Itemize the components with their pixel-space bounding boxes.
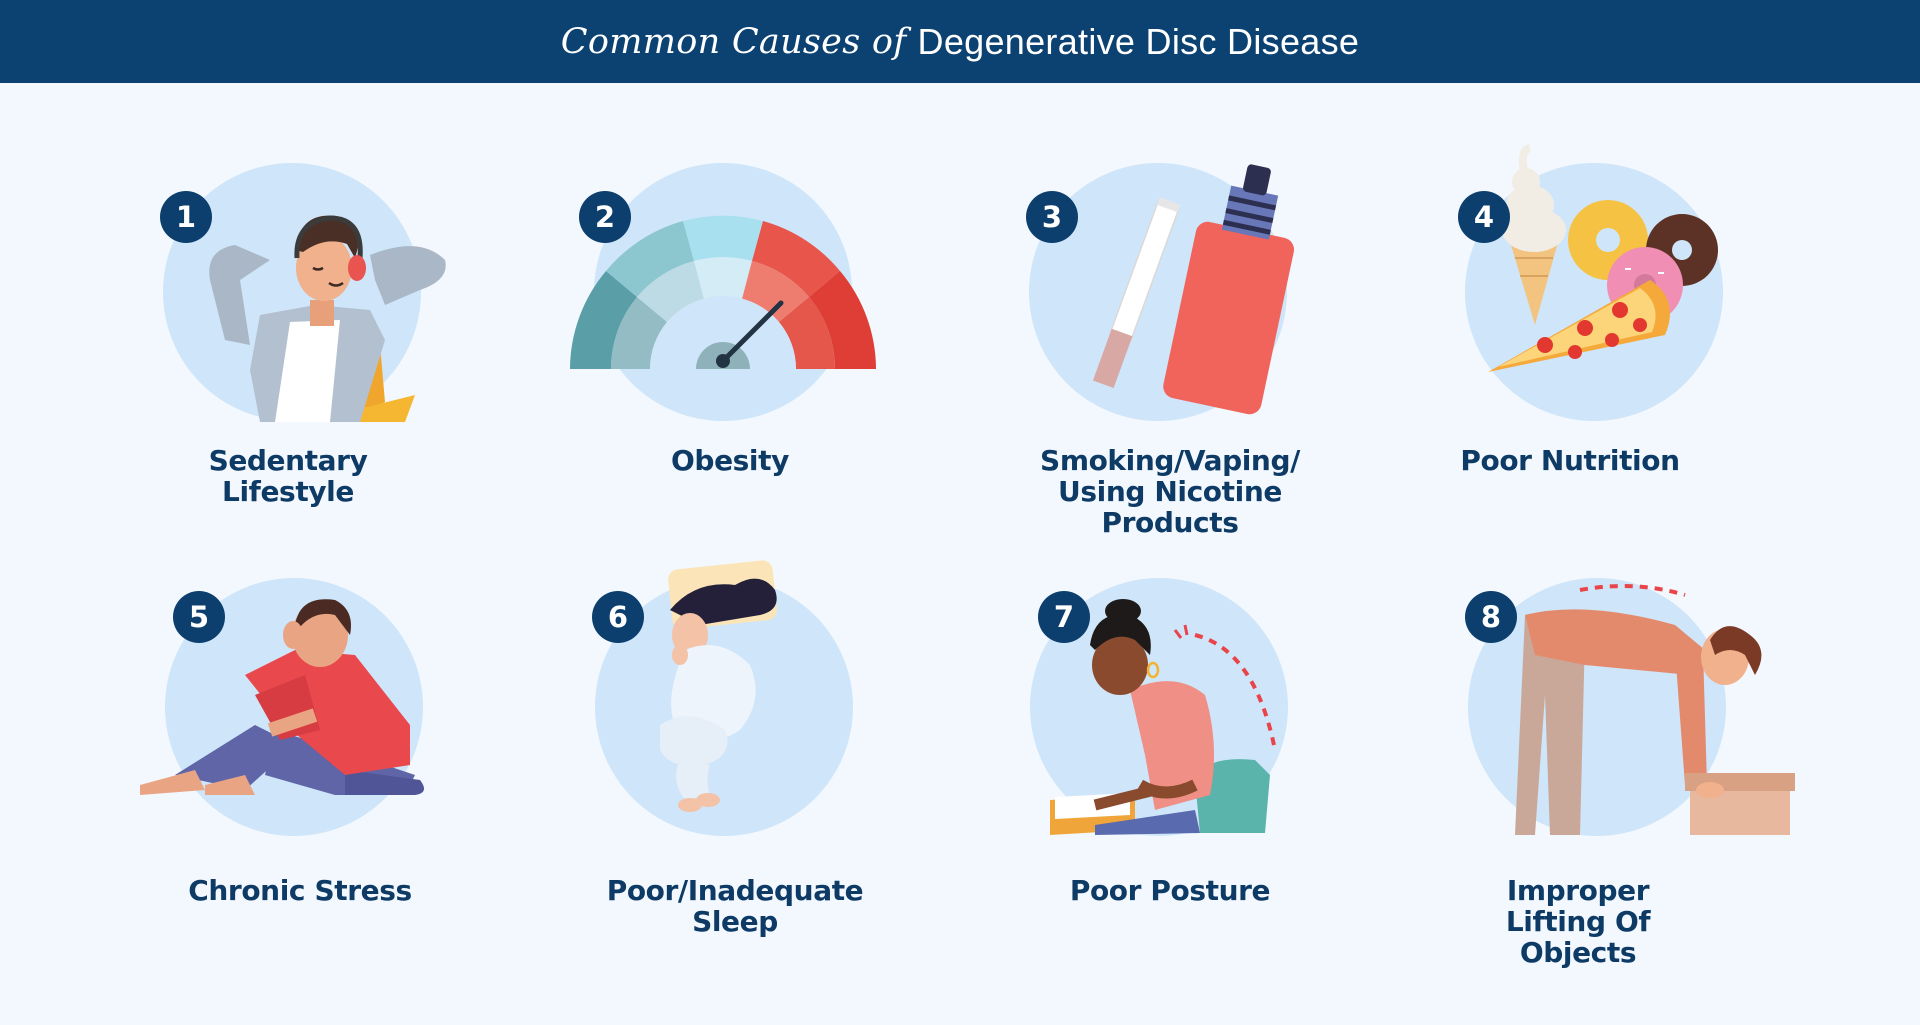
cause-8-badge: 8: [1465, 591, 1517, 643]
gauge-meter-icon: [570, 215, 876, 369]
cause-5-art: 5: [95, 555, 525, 865]
hunched-reader-icon: [1050, 599, 1277, 835]
cause-4-label: Poor Nutrition: [1460, 444, 1680, 477]
sleeping-person-icon: [660, 560, 777, 812]
person-lifting-box-icon: [1515, 584, 1795, 835]
cause-4-art: 4: [1380, 140, 1810, 450]
header-title-lead: Common Causes of: [560, 21, 907, 62]
cause-card-5: 5 Chronic Stress: [95, 555, 525, 1025]
stressed-person-icon: [140, 599, 424, 795]
cause-5-label: Chronic Stress: [188, 874, 412, 907]
person-reclining-with-headphones-icon: [209, 215, 446, 422]
cause-1-label: Sedentary Lifestyle: [208, 444, 368, 508]
cause-2-label: Obesity: [671, 444, 789, 477]
cause-3-art: 3: [955, 140, 1385, 450]
cause-7-art: 7: [955, 555, 1385, 865]
cause-6-label: Poor/Inadequate Sleep: [606, 874, 864, 938]
cause-6-art: 6: [520, 555, 950, 865]
cause-2-badge: 2: [579, 191, 631, 243]
cigarette-and-vape-icon: [1092, 164, 1295, 415]
cause-card-8: 8 Improper Lifting Of Objects: [1385, 555, 1815, 1025]
cause-card-1: 1 Sedentary Lifestyle: [85, 140, 515, 610]
cause-card-4: 4 Poor Nutrition: [1380, 140, 1810, 610]
cause-6-badge: 6: [592, 591, 644, 643]
header-title-rest: Degenerative Disc Disease: [917, 20, 1360, 62]
cause-3-label: Smoking/Vaping/ Using Nicotine Products: [1040, 444, 1300, 539]
cause-3-badge: 3: [1026, 191, 1078, 243]
cause-4-badge: 4: [1458, 191, 1510, 243]
cause-2-art: 2: [515, 140, 945, 450]
cause-7-label: Poor Posture: [1069, 874, 1271, 907]
cause-7-badge: 7: [1038, 591, 1090, 643]
cause-5-badge: 5: [173, 591, 225, 643]
junk-food-icon: [1488, 144, 1718, 372]
cause-8-art: 8: [1385, 555, 1815, 865]
cause-8-label: Improper Lifting Of Objects: [1505, 874, 1651, 969]
cause-1-badge: 1: [160, 191, 212, 243]
page-header: Common Causes of Degenerative Disc Disea…: [0, 0, 1920, 83]
cause-card-6: 6 Poor/Inadequate Sleep: [520, 555, 950, 1025]
cause-card-7: 7 Poor Posture: [955, 555, 1385, 1025]
cause-1-art: 1: [85, 140, 515, 450]
cause-card-2: 2 Obesity: [515, 140, 945, 610]
cause-card-3: 3 Smoking/Vaping/ Using Nicotine Product…: [955, 140, 1385, 610]
